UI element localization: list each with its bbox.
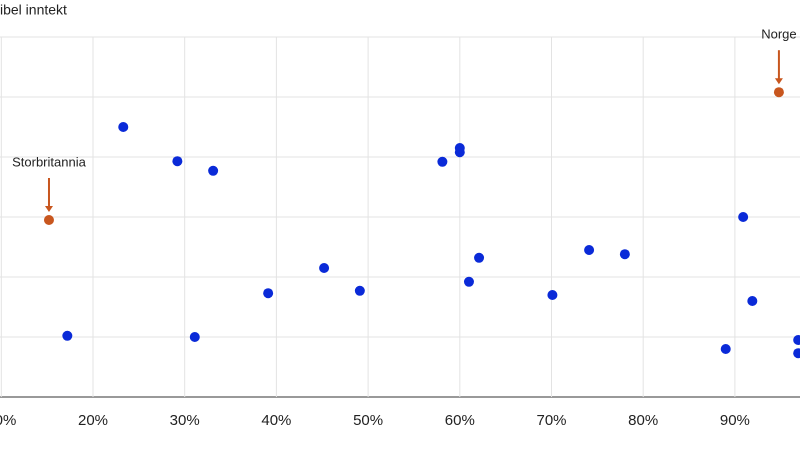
point (547, 290, 558, 300)
point (747, 296, 758, 306)
point (793, 335, 800, 345)
point (354, 285, 365, 296)
point (584, 245, 595, 255)
point (319, 263, 330, 273)
x-tick-label: 10% (0, 412, 16, 429)
point (720, 344, 731, 354)
point (738, 212, 749, 222)
annotation: Storbritannia (12, 154, 86, 169)
point (189, 332, 200, 342)
x-tick-label: 70% (536, 412, 566, 429)
point (793, 348, 800, 359)
point (118, 122, 129, 132)
annotation: Norge (761, 27, 796, 42)
chart-title: ibel inntekt (0, 2, 67, 18)
point (619, 249, 630, 260)
x-tick-label: 20% (78, 412, 108, 429)
point (263, 288, 274, 299)
point (208, 165, 219, 176)
x-tick-label: 30% (170, 412, 200, 429)
point (474, 252, 485, 263)
point (437, 156, 448, 167)
highlight-point (773, 87, 784, 98)
x-tick-label: 40% (261, 412, 291, 429)
annotation-arrowhead (774, 78, 783, 85)
point (454, 147, 465, 158)
x-tick-label: 90% (720, 412, 750, 429)
point (463, 276, 474, 287)
x-tick-label: 60% (445, 412, 475, 429)
annotation-arrowhead (44, 206, 53, 212)
point (172, 156, 183, 167)
x-tick-label: 80% (628, 412, 658, 429)
point (62, 330, 73, 341)
highlight-point (43, 215, 54, 225)
x-tick-label: 50% (353, 412, 383, 429)
